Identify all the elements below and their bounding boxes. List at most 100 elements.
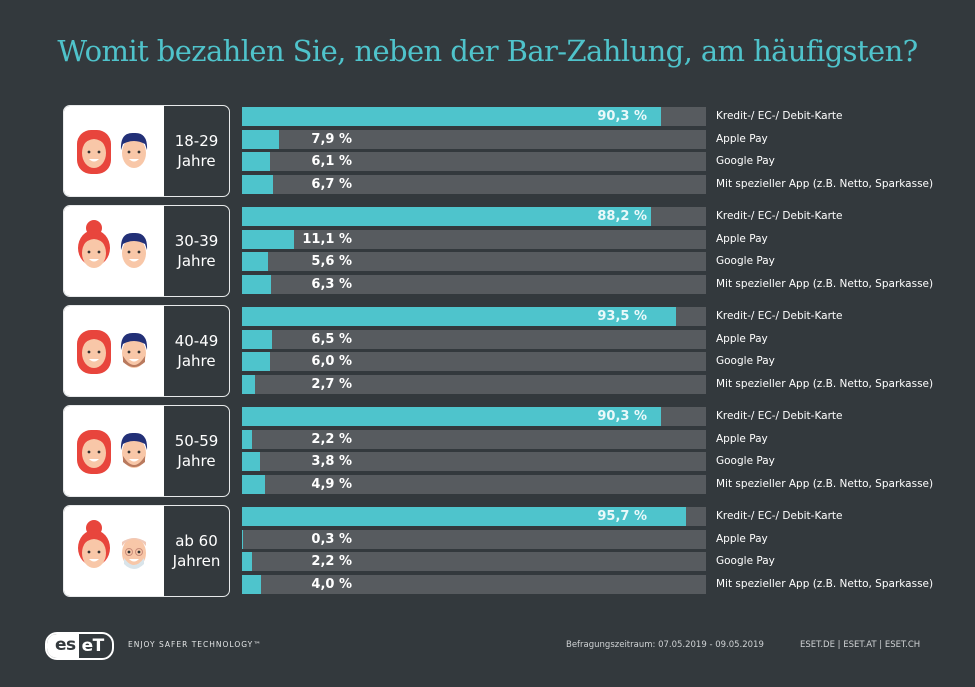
data-label: 6,3 %: [311, 277, 352, 292]
category-label: Kredit-/ EC-/ Debit-Karte: [716, 310, 843, 322]
data-label: 90,3 %: [597, 109, 647, 124]
category-label: Google Pay: [716, 255, 775, 267]
bar-track: 6,1 %: [242, 152, 706, 171]
avatar-icon: [64, 206, 164, 296]
category-label: Kredit-/ EC-/ Debit-Karte: [716, 110, 843, 122]
age-unit: Jahren: [172, 552, 221, 570]
survey-period: Befragungszeitraum: 07.05.2019 - 09.05.2…: [566, 640, 764, 650]
data-label: 6,5 %: [311, 332, 352, 347]
data-label: 95,7 %: [597, 509, 647, 524]
age-group: 50-59 Jahre 90,3 % Kredit-/ EC-/ Debit-Kart…: [63, 405, 933, 497]
age-group-label: 30-39 Jahre: [164, 206, 229, 296]
category-label: Google Pay: [716, 555, 775, 567]
bar-track: 6,0 %: [242, 352, 706, 371]
category-label: Apple Pay: [716, 333, 768, 345]
age-group: 18-29 Jahre 90,3 % Kredit-/ EC-/ Debit-Kart…: [63, 105, 933, 197]
bar: [242, 130, 279, 149]
bar: [242, 230, 294, 249]
bar: [242, 307, 676, 326]
eset-logo-right: eT: [81, 635, 105, 656]
category-label: Apple Pay: [716, 533, 768, 545]
bar-track: 6,5 %: [242, 330, 706, 349]
bar-track: 6,7 %: [242, 175, 706, 194]
avatar-icon: [64, 306, 164, 396]
age-group-label: 18-29 Jahre: [164, 106, 229, 196]
chart-title: Womit bezahlen Sie, neben der Bar-Zahlun…: [57, 34, 918, 68]
data-label: 2,2 %: [311, 554, 352, 569]
category-label: Apple Pay: [716, 233, 768, 245]
category-label: Apple Pay: [716, 133, 768, 145]
data-label: 4,0 %: [311, 577, 352, 592]
age-group-box: 30-39 Jahre: [63, 205, 230, 297]
bar: [242, 530, 244, 549]
category-label: Google Pay: [716, 155, 775, 167]
bar-track: 2,2 %: [242, 552, 706, 571]
bar-track: 7,9 %: [242, 130, 706, 149]
data-label: 7,9 %: [311, 132, 352, 147]
bar: [242, 175, 274, 194]
category-label: Kredit-/ EC-/ Debit-Karte: [716, 210, 843, 222]
age-range: 30-39: [174, 232, 219, 250]
tagline: ENJOY SAFER TECHNOLOGY™: [128, 640, 262, 649]
bar: [242, 152, 271, 171]
data-label: 3,8 %: [311, 454, 352, 469]
data-label: 5,6 %: [311, 254, 352, 269]
age-group-label: 40-49 Jahre: [164, 306, 229, 396]
bar: [242, 507, 687, 526]
bar: [242, 375, 255, 394]
bar: [242, 552, 253, 571]
avatar-icon: [64, 506, 164, 596]
bar-track: 88,2 %: [242, 207, 706, 226]
age-group-box: 40-49 Jahre: [63, 305, 230, 397]
bar: [242, 352, 270, 371]
avatar-icon: [64, 106, 164, 196]
bar: [242, 275, 272, 294]
bar: [242, 330, 273, 349]
category-label: Mit spezieller App (z.B. Netto, Sparkass…: [716, 378, 934, 390]
bar-track: 5,6 %: [242, 252, 706, 271]
bar-track: 6,3 %: [242, 275, 706, 294]
age-unit: Jahre: [177, 252, 216, 270]
category-label: Kredit-/ EC-/ Debit-Karte: [716, 510, 843, 522]
age-range: 18-29: [174, 132, 219, 150]
age-unit: Jahre: [177, 152, 216, 170]
eset-logo-left: es: [47, 634, 79, 658]
data-label: 11,1 %: [302, 232, 352, 247]
data-label: 6,0 %: [311, 354, 352, 369]
age-unit: Jahre: [177, 352, 216, 370]
age-range: 40-49: [174, 332, 219, 350]
data-label: 4,9 %: [311, 477, 352, 492]
avatar-icon: [64, 406, 164, 496]
data-label: 6,1 %: [311, 154, 352, 169]
age-range: ab 60: [175, 532, 218, 550]
data-label: 88,2 %: [597, 209, 647, 224]
bar: [242, 430, 253, 449]
bar-track: 95,7 %: [242, 507, 706, 526]
bar-track: 4,9 %: [242, 475, 706, 494]
data-label: 2,2 %: [311, 432, 352, 447]
category-label: Mit spezieller App (z.B. Netto, Sparkass…: [716, 178, 934, 190]
footer-links[interactable]: ESET.DE | ESET.AT | ESET.CH: [800, 640, 921, 650]
bar-track: 4,0 %: [242, 575, 706, 594]
category-label: Google Pay: [716, 455, 775, 467]
bar-track: 11,1 %: [242, 230, 706, 249]
data-label: 0,3 %: [311, 532, 352, 547]
bar: [242, 207, 652, 226]
category-label: Google Pay: [716, 355, 775, 367]
bar-track: 3,8 %: [242, 452, 706, 471]
eset-logo: es eT: [45, 632, 114, 660]
age-group: 30-39 Jahre 88,2 % Kredit-/ EC-/ Debit-Kart…: [63, 205, 933, 297]
bar-track: 0,3 %: [242, 530, 706, 549]
bar: [242, 475, 265, 494]
age-group: 40-49 Jahre 93,5 % Kredit-/ EC-/ Debit-Kart…: [63, 305, 933, 397]
category-label: Apple Pay: [716, 433, 768, 445]
data-label: 2,7 %: [311, 377, 352, 392]
age-group-box: 18-29 Jahre: [63, 105, 230, 197]
category-label: Mit spezieller App (z.B. Netto, Sparkass…: [716, 278, 934, 290]
eset-logo-badge: es eT: [45, 632, 114, 660]
bar-track: 2,7 %: [242, 375, 706, 394]
age-group-box: 50-59 Jahre: [63, 405, 230, 497]
age-range: 50-59: [174, 432, 219, 450]
bar: [242, 407, 661, 426]
bar-track: 90,3 %: [242, 407, 706, 426]
